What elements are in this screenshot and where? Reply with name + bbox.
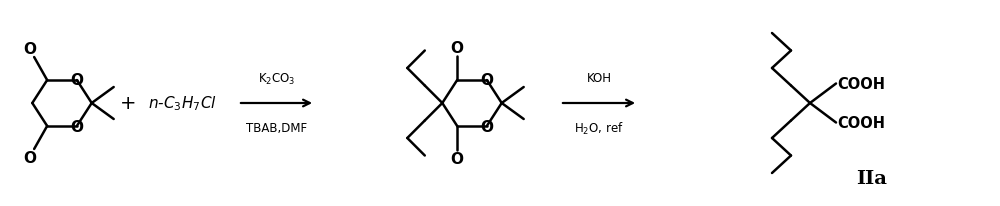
Text: O: O <box>451 40 464 55</box>
Text: O: O <box>24 151 37 166</box>
Text: $n$-C$_3$H$_7$Cl: $n$-C$_3$H$_7$Cl <box>148 94 216 113</box>
Text: H$_2$O, ref: H$_2$O, ref <box>574 120 624 136</box>
Text: O: O <box>24 41 37 56</box>
Text: O: O <box>451 152 464 167</box>
Text: O: O <box>70 72 83 87</box>
Text: IIa: IIa <box>857 169 888 187</box>
Text: COOH: COOH <box>837 115 885 130</box>
Text: KOH: KOH <box>586 72 612 85</box>
Text: O: O <box>480 72 493 87</box>
Text: TBAB,DMF: TBAB,DMF <box>246 122 307 135</box>
Text: O: O <box>480 120 493 135</box>
Text: O: O <box>70 120 83 135</box>
Text: COOH: COOH <box>837 77 885 91</box>
Text: K$_2$CO$_3$: K$_2$CO$_3$ <box>258 71 295 86</box>
Text: +: + <box>120 94 136 113</box>
